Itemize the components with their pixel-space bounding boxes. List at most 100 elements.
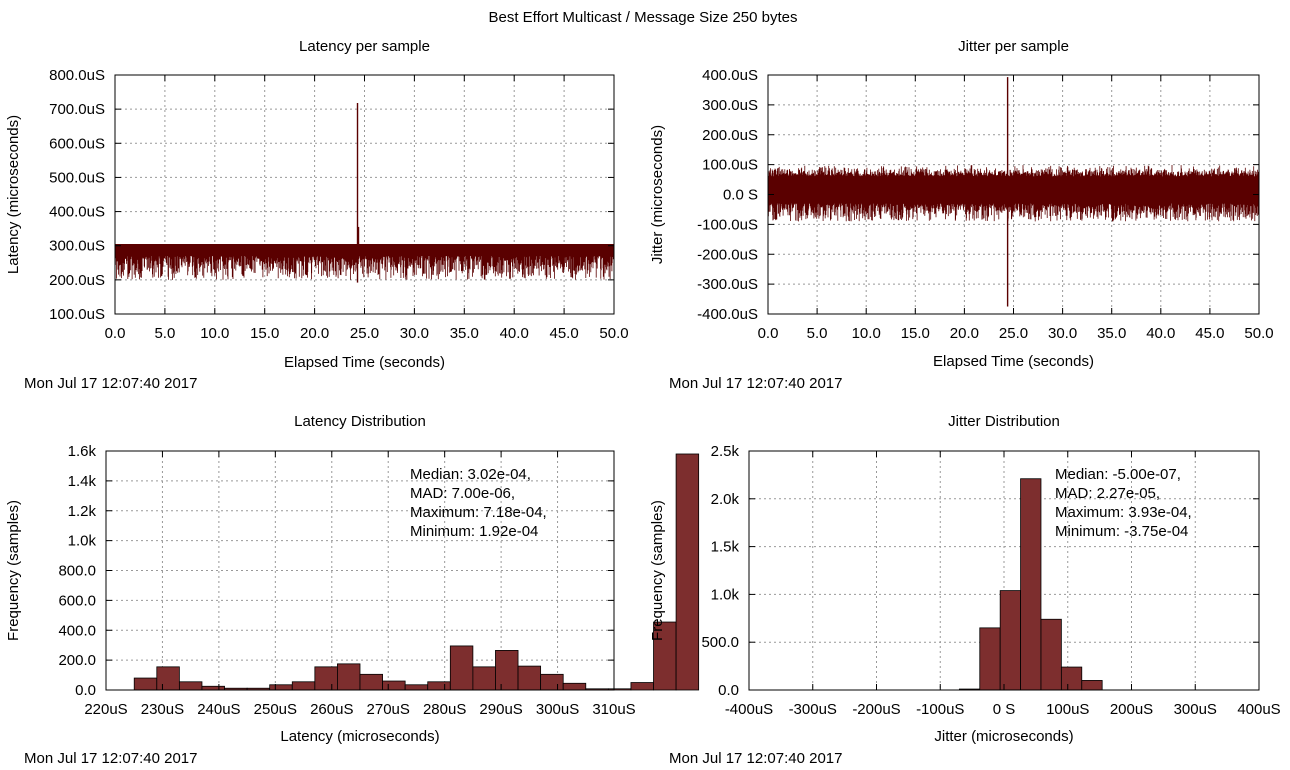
y-tick-label: 1.5k — [711, 539, 740, 556]
x-tick-label: -400uS — [725, 701, 773, 718]
histogram-bar — [517, 665, 542, 691]
chart-title: Jitter Distribution — [948, 413, 1060, 430]
histogram-bar — [1060, 666, 1083, 691]
x-tick-label: 25.0 — [999, 325, 1028, 342]
histogram-bar — [562, 682, 587, 691]
x-tick-label: 280uS — [423, 701, 466, 718]
histogram-bar — [1020, 478, 1042, 691]
y-tick-label: 600.0uS — [49, 135, 105, 152]
histogram-bar — [1040, 618, 1062, 691]
stats-annotation: Median: -5.00e-07, — [1055, 466, 1181, 483]
y-tick-label: 800.0uS — [49, 67, 105, 84]
stats-annotation: MAD: 2.27e-05, — [1055, 485, 1160, 502]
x-axis-label: Elapsed Time (seconds) — [284, 354, 445, 371]
x-tick-label: 0.0 — [105, 325, 126, 342]
timestamp: Mon Jul 17 12:07:40 2017 — [24, 750, 197, 767]
x-tick-label: 30.0 — [1048, 325, 1077, 342]
x-tick-label: 35.0 — [450, 325, 479, 342]
y-tick-label: 200.0uS — [702, 127, 758, 144]
y-tick-label: 1.4k — [68, 473, 97, 490]
x-axis-label: Elapsed Time (seconds) — [933, 353, 1094, 370]
stats-annotation: Minimum: 1.92e-04 — [410, 523, 538, 540]
x-tick-label: 35.0 — [1097, 325, 1126, 342]
x-tick-label: 20.0 — [950, 325, 979, 342]
histogram-bar — [999, 590, 1021, 691]
y-axis-label: Frequency (samples) — [649, 500, 666, 641]
x-tick-label: 270uS — [367, 701, 410, 718]
y-tick-label: 200.0 — [58, 652, 96, 669]
x-tick-label: 5.0 — [807, 325, 828, 342]
y-tick-label: 800.0 — [58, 563, 96, 580]
grid — [115, 75, 614, 314]
x-tick-label: 220uS — [84, 701, 127, 718]
page-title: Best Effort Multicast / Message Size 250… — [488, 9, 797, 26]
chart-jitter_sample: 0.0 5.0 10.0 15.0 20.0 25.0 30.0 35.0 40.0 45.0 50… — [649, 38, 1274, 392]
x-tick-label: -200uS — [852, 701, 900, 718]
y-tick-label: 1.0k — [711, 586, 740, 603]
x-tick-label: 15.0 — [250, 325, 279, 342]
y-tick-label: 0.0 S — [723, 187, 758, 204]
x-tick-label: 40.0 — [1146, 325, 1175, 342]
histogram-bar — [269, 684, 293, 691]
x-tick-label: 30.0 — [400, 325, 429, 342]
x-tick-label: 25.0 — [350, 325, 379, 342]
x-tick-label: 20.0 — [300, 325, 329, 342]
x-tick-label: 230uS — [141, 701, 184, 718]
y-tick-label: -400.0uS — [697, 306, 758, 323]
series-line — [114, 244, 614, 280]
timestamp: Mon Jul 17 12:07:40 2017 — [24, 375, 197, 392]
x-tick-label: 260uS — [310, 701, 353, 718]
x-tick-label: 40.0 — [500, 325, 529, 342]
histogram-bar — [156, 666, 180, 691]
timestamp: Mon Jul 17 12:07:40 2017 — [669, 375, 842, 392]
y-tick-label: 700.0uS — [49, 101, 105, 118]
x-tick-label: -300uS — [789, 701, 837, 718]
x-tick-label: 0 S — [993, 701, 1016, 718]
series-jitter_sample — [767, 77, 1259, 307]
x-tick-label: 10.0 — [200, 325, 229, 342]
x-tick-label: -100uS — [916, 701, 964, 718]
histogram-bar — [540, 673, 564, 691]
y-tick-label: 500.0 — [701, 634, 739, 651]
y-tick-label: -100.0uS — [697, 216, 758, 233]
histogram-bar — [359, 673, 383, 691]
y-tick-label: 1.6k — [68, 443, 97, 460]
y-tick-label: 2.5k — [711, 443, 740, 460]
histogram-bar — [630, 682, 654, 691]
series-jitter_dist — [958, 478, 1103, 691]
histogram-bar — [427, 681, 451, 691]
x-axis-label: Jitter (microseconds) — [934, 728, 1073, 745]
x-tick-label: 5.0 — [154, 325, 175, 342]
chart-latency_sample: 0.0 5.0 10.0 15.0 20.0 25.0 30.0 35.0 40.0 45.0 50… — [5, 38, 629, 392]
histogram-bar — [979, 627, 1001, 691]
histogram-bar — [675, 453, 700, 691]
y-tick-label: 100.0uS — [49, 306, 105, 323]
y-tick-label: -200.0uS — [697, 246, 758, 263]
histogram-bar — [495, 650, 519, 691]
x-tick-label: 50.0 — [599, 325, 628, 342]
x-tick-label: 310uS — [592, 701, 635, 718]
y-tick-label: 500.0uS — [49, 169, 105, 186]
x-tick-label: 240uS — [197, 701, 240, 718]
chart-title: Jitter per sample — [958, 38, 1069, 55]
y-tick-label: 2.0k — [711, 491, 740, 508]
x-tick-label: 45.0 — [549, 325, 578, 342]
y-tick-label: 1.0k — [68, 533, 97, 550]
histogram-bar — [1081, 680, 1103, 691]
x-tick-label: 45.0 — [1195, 325, 1224, 342]
stats-annotation: Minimum: -3.75e-04 — [1055, 523, 1188, 540]
stats-annotation: Maximum: 7.18e-04, — [410, 504, 547, 521]
y-tick-label: 0.0 — [718, 682, 739, 699]
stats-annotation: Median: 3.02e-04, — [410, 466, 531, 483]
x-tick-label: 15.0 — [901, 325, 930, 342]
y-axis-label: Frequency (samples) — [5, 500, 22, 641]
x-tick-label: 300uS — [1174, 701, 1217, 718]
chart-latency_dist: 220uS 230uS 240uS 250uS 260uS 270uS 280uS 290uS… — [5, 413, 700, 767]
histogram-bar — [314, 666, 338, 691]
y-tick-label: 1.2k — [68, 503, 97, 520]
series-latency_sample — [114, 102, 614, 283]
x-tick-label: 100uS — [1046, 701, 1089, 718]
x-tick-label: 10.0 — [852, 325, 881, 342]
x-tick-label: 50.0 — [1244, 325, 1273, 342]
y-axis-label: Latency (microseconds) — [5, 115, 22, 274]
